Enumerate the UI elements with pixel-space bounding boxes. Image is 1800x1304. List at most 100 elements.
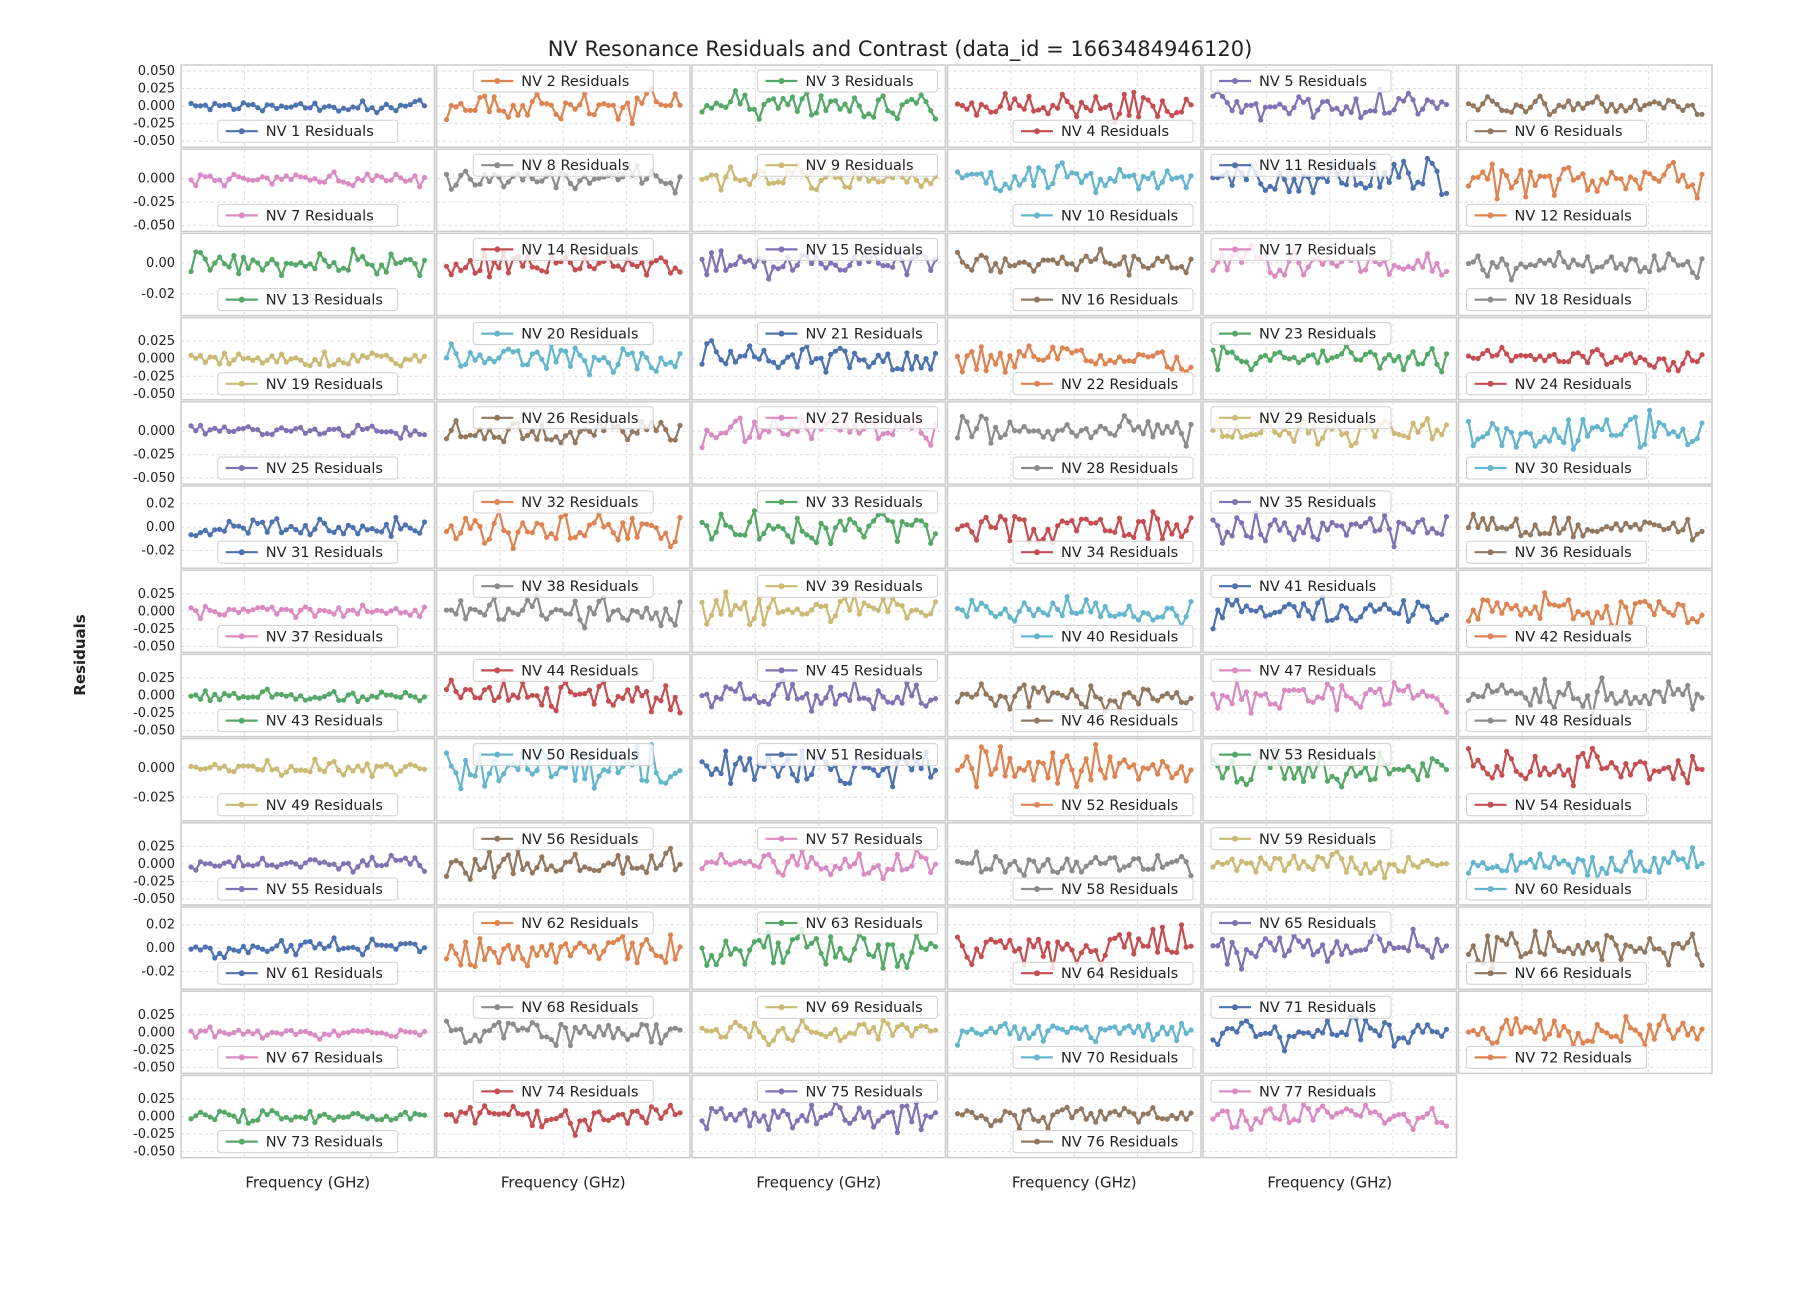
data-point: [506, 115, 511, 120]
data-point: [974, 1115, 979, 1120]
data-point: [1325, 681, 1330, 686]
data-point: [573, 1133, 578, 1138]
data-point: [1136, 936, 1141, 941]
data-point: [1466, 1029, 1471, 1034]
legend-marker-swatch: [494, 667, 500, 673]
data-point: [520, 103, 525, 108]
data-point: [592, 112, 597, 117]
data-point: [1377, 527, 1382, 532]
data-point: [1017, 1036, 1022, 1041]
data-point: [1225, 860, 1230, 865]
data-point: [1239, 697, 1244, 702]
data-point: [738, 606, 743, 611]
data-point: [1439, 192, 1444, 197]
data-point: [327, 944, 332, 949]
data-point: [988, 696, 993, 701]
data-point: [1623, 942, 1628, 947]
data-point: [699, 1026, 704, 1031]
data-point: [842, 184, 847, 189]
data-point: [487, 1110, 492, 1115]
data-point: [766, 1127, 771, 1132]
data-point: [1022, 260, 1027, 265]
data-point: [554, 185, 559, 190]
data-point: [231, 172, 236, 177]
data-point: [269, 519, 274, 524]
data-point: [993, 525, 998, 530]
data-point: [1628, 944, 1633, 949]
data-point: [1060, 613, 1065, 618]
data-point: [1026, 94, 1031, 99]
data-point: [738, 1111, 743, 1116]
data-point: [1230, 1026, 1235, 1031]
data-point: [819, 701, 824, 706]
data-point: [704, 341, 709, 346]
data-point: [384, 862, 389, 867]
data-point: [611, 370, 616, 375]
data-point: [1690, 537, 1695, 542]
data-point: [501, 857, 506, 862]
data-point: [790, 853, 795, 858]
data-point: [1623, 521, 1628, 526]
data-point: [222, 529, 227, 534]
data-point: [1699, 695, 1704, 700]
data-point: [492, 1111, 497, 1116]
data-point: [885, 263, 890, 268]
data-point: [1079, 100, 1084, 105]
data-point: [1155, 698, 1160, 703]
data-point: [673, 190, 678, 195]
data-point: [1652, 612, 1657, 617]
data-point: [274, 106, 279, 111]
data-point: [293, 527, 298, 532]
data-point: [1547, 602, 1552, 607]
data-point: [1444, 191, 1449, 196]
data-point: [974, 113, 979, 118]
data-point: [1485, 1036, 1490, 1041]
data-point: [336, 768, 341, 773]
data-point: [1230, 857, 1235, 862]
data-point: [558, 116, 563, 121]
data-point: [1146, 354, 1151, 359]
data-point: [1444, 269, 1449, 274]
legend-label: NV 44 Residuals: [521, 663, 638, 679]
data-point: [1434, 362, 1439, 367]
data-point: [847, 698, 852, 703]
data-point: [1031, 428, 1036, 433]
panel-nv-69: NV 69 Residuals: [692, 991, 946, 1073]
data-point: [1680, 108, 1685, 113]
legend-nv-22: NV 22 Residuals: [1013, 373, 1193, 395]
data-point: [544, 535, 549, 540]
data-point: [422, 767, 427, 772]
data-point: [964, 353, 969, 358]
data-point: [539, 702, 544, 707]
data-point: [544, 686, 549, 691]
data-point: [1623, 186, 1628, 191]
data-point: [988, 772, 993, 777]
data-point: [1425, 604, 1430, 609]
data-point: [303, 431, 308, 436]
data-point: [876, 261, 881, 266]
panel-nv-76: NV 76 Residuals: [948, 1075, 1202, 1157]
legend-label: NV 28 Residuals: [1061, 461, 1178, 477]
data-point: [1253, 101, 1258, 106]
data-point: [1301, 1031, 1306, 1036]
data-point: [1249, 608, 1254, 613]
y-tick-label: 0.02: [146, 497, 175, 512]
data-point: [520, 608, 525, 613]
data-point: [444, 687, 449, 692]
data-point: [1690, 845, 1695, 850]
data-point: [974, 257, 979, 262]
panel-nv-48: NV 48 Residuals: [1459, 654, 1713, 736]
data-point: [265, 530, 270, 535]
data-point: [1518, 954, 1523, 959]
data-point: [1079, 768, 1084, 773]
data-point: [350, 353, 355, 358]
data-point: [360, 353, 365, 358]
legend-marker-swatch: [239, 1139, 245, 1145]
data-point: [222, 1030, 227, 1035]
data-point: [738, 354, 743, 359]
data-point: [530, 945, 535, 950]
data-point: [1107, 937, 1112, 942]
data-point: [639, 778, 644, 783]
data-point: [525, 1111, 530, 1116]
data-point: [1406, 683, 1411, 688]
